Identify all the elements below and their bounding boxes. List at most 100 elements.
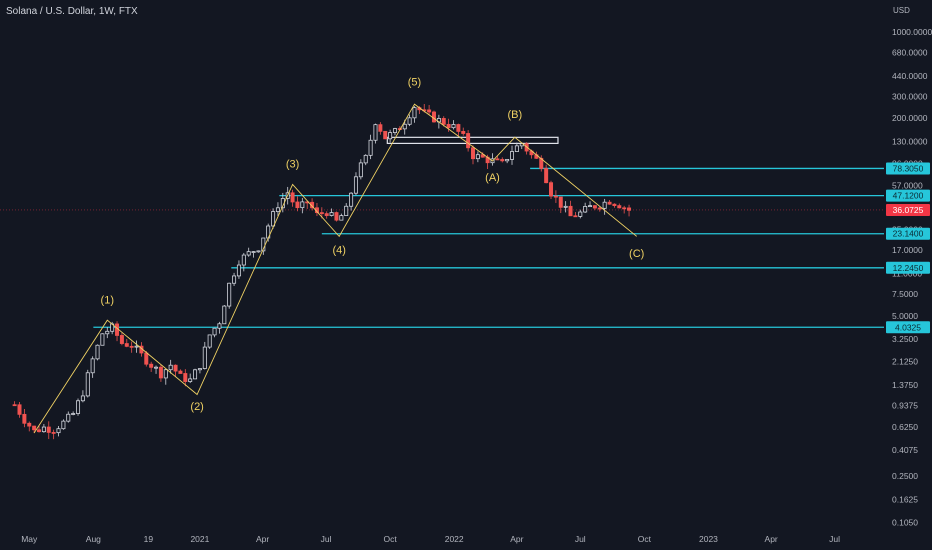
candle-body <box>602 201 607 209</box>
elliott-wave-path[interactable] <box>33 103 637 434</box>
currency-label: USD <box>893 6 910 15</box>
candle-body <box>46 426 51 433</box>
candle-body <box>129 345 134 348</box>
price-badge-bg <box>886 203 930 216</box>
candle-body <box>329 212 334 216</box>
candle-body <box>495 158 500 161</box>
candle-body <box>558 196 563 208</box>
wave-label: (C) <box>629 248 644 260</box>
candle-body <box>363 154 368 164</box>
wave-label: (4) <box>333 244 346 256</box>
candle-body <box>173 364 178 372</box>
candle-body <box>32 425 37 431</box>
y-tick-label: 0.9375 <box>892 400 918 410</box>
candle-body <box>627 207 632 211</box>
candle-body <box>300 201 305 209</box>
price-badge-text: 4.0325 <box>895 322 921 332</box>
x-tick-label: Aug <box>86 534 101 544</box>
wave-label: (3) <box>286 158 299 170</box>
candle-body <box>344 205 349 217</box>
x-tick-label: 2023 <box>699 534 718 544</box>
candle-body <box>100 333 105 346</box>
wave-label: (2) <box>190 401 203 413</box>
y-tick-label: 130.0000 <box>892 136 928 146</box>
candle-body <box>193 369 198 380</box>
price-badge-bg <box>886 162 930 175</box>
candle-body <box>597 207 602 210</box>
candle-body <box>76 400 81 414</box>
candle-body <box>183 373 188 382</box>
candle-body <box>578 211 583 217</box>
price-badge-bg <box>886 189 930 202</box>
candle-body <box>583 206 588 213</box>
candle-body <box>163 369 168 379</box>
candle-body <box>149 363 154 368</box>
resistance-box[interactable] <box>386 136 559 145</box>
candle-body <box>446 123 451 129</box>
candle-body <box>373 124 378 141</box>
candle-body <box>134 345 139 348</box>
candle-body <box>17 404 22 415</box>
candle-body <box>451 124 456 129</box>
y-tick-label: 200.0000 <box>892 113 928 123</box>
candle-body <box>144 352 149 365</box>
candlestick-series <box>12 104 632 440</box>
candle-body <box>402 123 407 130</box>
x-tick-label: Apr <box>256 534 269 544</box>
x-tick-label: Apr <box>510 534 523 544</box>
price-badge-text: 12.2450 <box>893 263 924 273</box>
candle-body <box>573 215 578 218</box>
candle-body <box>510 151 515 160</box>
y-tick-label: 1.3750 <box>892 380 918 390</box>
candle-body <box>85 372 90 397</box>
x-tick-label: 2022 <box>445 534 464 544</box>
y-tick-label: 0.2500 <box>892 471 918 481</box>
candle-body <box>37 429 42 433</box>
y-tick-label: 0.4075 <box>892 445 918 455</box>
x-tick-label: Oct <box>383 534 397 544</box>
price-axis-badges: 78.3050 47.1200 23.1400 12.2450 4.0325 36.072… <box>886 162 930 334</box>
candle-body <box>549 182 554 197</box>
price-badge-text: 78.3050 <box>893 163 924 173</box>
price-badge-bg <box>886 227 930 240</box>
y-tick-label: 0.6250 <box>892 422 918 432</box>
candle-body <box>66 413 71 422</box>
candle-body <box>431 111 436 123</box>
candle-body <box>553 195 558 198</box>
y-tick-label: 2.1250 <box>892 357 918 367</box>
x-tick-label: 2021 <box>190 534 209 544</box>
candle-body <box>178 370 183 374</box>
candle-body <box>232 275 237 284</box>
horizontal-levels[interactable] <box>93 167 884 328</box>
candle-body <box>51 432 56 434</box>
candle-body <box>105 330 110 335</box>
x-tick-label: Apr <box>765 534 778 544</box>
candle-body <box>592 205 597 209</box>
candle-body <box>22 413 27 424</box>
y-tick-label: 300.0000 <box>892 92 928 102</box>
candle-body <box>246 251 251 256</box>
time-axis[interactable]: May Aug 19 2021 Apr Jul Oct 2022 Apr Jul Oct 2023 Ap… <box>21 534 840 544</box>
wave-label: (5) <box>408 76 421 88</box>
y-tick-label: 680.0000 <box>892 48 928 58</box>
symbol-title[interactable]: Solana / U.S. Dollar, 1W, FTX <box>6 6 138 17</box>
candle-body <box>217 323 222 329</box>
candle-body <box>197 368 202 371</box>
candle-body <box>168 364 173 371</box>
y-tick-label: 0.1625 <box>892 494 918 504</box>
y-tick-label: 57.0000 <box>892 180 923 190</box>
price-badge-text: 47.1200 <box>893 191 924 201</box>
candle-body <box>378 124 383 132</box>
candle-body <box>358 162 363 178</box>
candle-body <box>588 205 593 208</box>
candle-body <box>27 422 32 427</box>
wave-label: (A) <box>485 172 500 184</box>
candle-body <box>124 343 129 347</box>
symbol-title-text: Solana / U.S. Dollar, 1W, FTX <box>6 6 138 17</box>
elliott-wave-labels: (1) (2) (3) (4) (5) (A) (B) (C) <box>101 76 645 413</box>
x-tick-label: Jul <box>829 534 840 544</box>
resistance-rect <box>386 136 559 145</box>
candle-body <box>505 158 510 162</box>
price-axis[interactable]: 1000.0000 680.0000 440.0000 300.0000 200.000… <box>892 27 932 528</box>
